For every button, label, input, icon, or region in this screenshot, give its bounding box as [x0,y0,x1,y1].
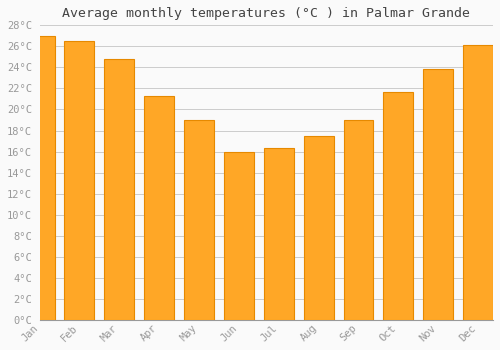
Bar [224,152,254,320]
Bar [384,92,414,320]
Bar [264,148,294,320]
Bar [104,59,134,320]
Bar [144,96,174,320]
Bar [64,41,94,320]
Title: Average monthly temperatures (°C ) in Palmar Grande: Average monthly temperatures (°C ) in Pa… [62,7,470,20]
Bar [24,36,54,320]
Bar [463,45,493,320]
Bar [184,120,214,320]
Bar [344,120,374,320]
Bar [424,70,453,320]
Bar [304,136,334,320]
